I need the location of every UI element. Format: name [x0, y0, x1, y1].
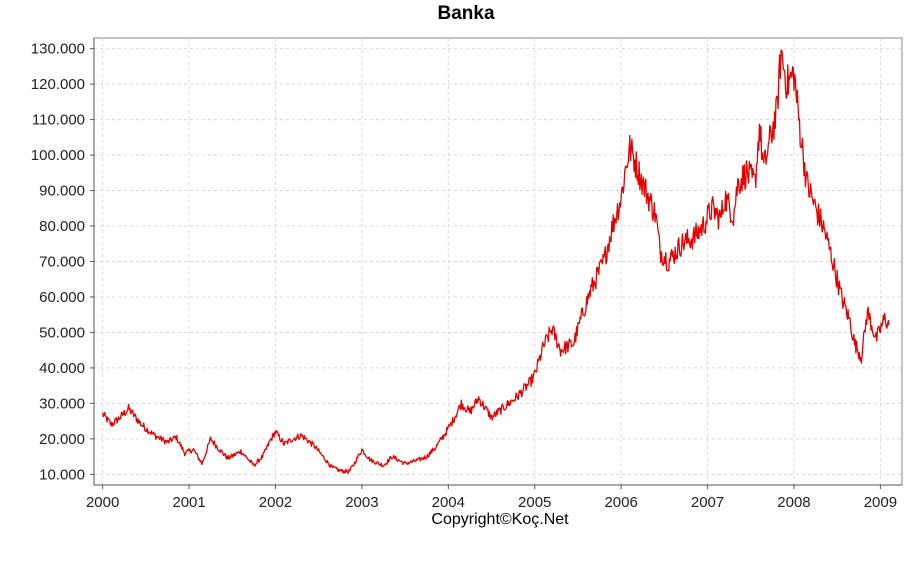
y-tick-label: 130.000	[31, 41, 85, 58]
y-tick-label: 60.000	[39, 289, 85, 306]
chart-title: Banka	[437, 3, 494, 24]
y-tick-label: 70.000	[39, 254, 85, 271]
y-tick-label: 120.000	[31, 76, 85, 93]
x-tick-label: 2005	[518, 494, 551, 511]
grid-lines	[94, 38, 902, 485]
x-tick-label: 2009	[864, 494, 897, 511]
x-tick-label: 2002	[259, 494, 292, 511]
x-tick-label: 2001	[172, 494, 205, 511]
y-tick-label: 20.000	[39, 431, 85, 448]
x-tick-label: 2006	[604, 494, 637, 511]
x-axis-ticks: 2000 2001 2002 2003 2004 2005 2006 2007 2008 2009	[86, 485, 897, 511]
y-tick-label: 110.000	[32, 112, 85, 129]
y-tick-label: 80.000	[39, 218, 85, 235]
y-tick-label: 40.000	[39, 360, 85, 377]
copyright-footer: Copyright©Koç.Net	[431, 511, 569, 528]
price-series-line	[101, 49, 890, 475]
x-tick-label: 2000	[86, 494, 119, 511]
y-tick-label: 90.000	[39, 183, 85, 200]
x-tick-label: 2007	[691, 494, 724, 511]
x-tick-label: 2008	[777, 494, 810, 511]
x-tick-label: 2004	[432, 494, 465, 511]
y-axis-ticks: 10.000 20.000 30.000 40.000 50.000 60.000 70.0…	[31, 41, 94, 483]
y-tick-label: 10.000	[39, 466, 85, 483]
y-tick-label: 100.000	[31, 147, 85, 164]
series-layer	[101, 49, 890, 475]
x-tick-label: 2003	[345, 494, 378, 511]
y-tick-label: 30.000	[39, 395, 85, 412]
y-tick-label: 50.000	[39, 324, 85, 341]
